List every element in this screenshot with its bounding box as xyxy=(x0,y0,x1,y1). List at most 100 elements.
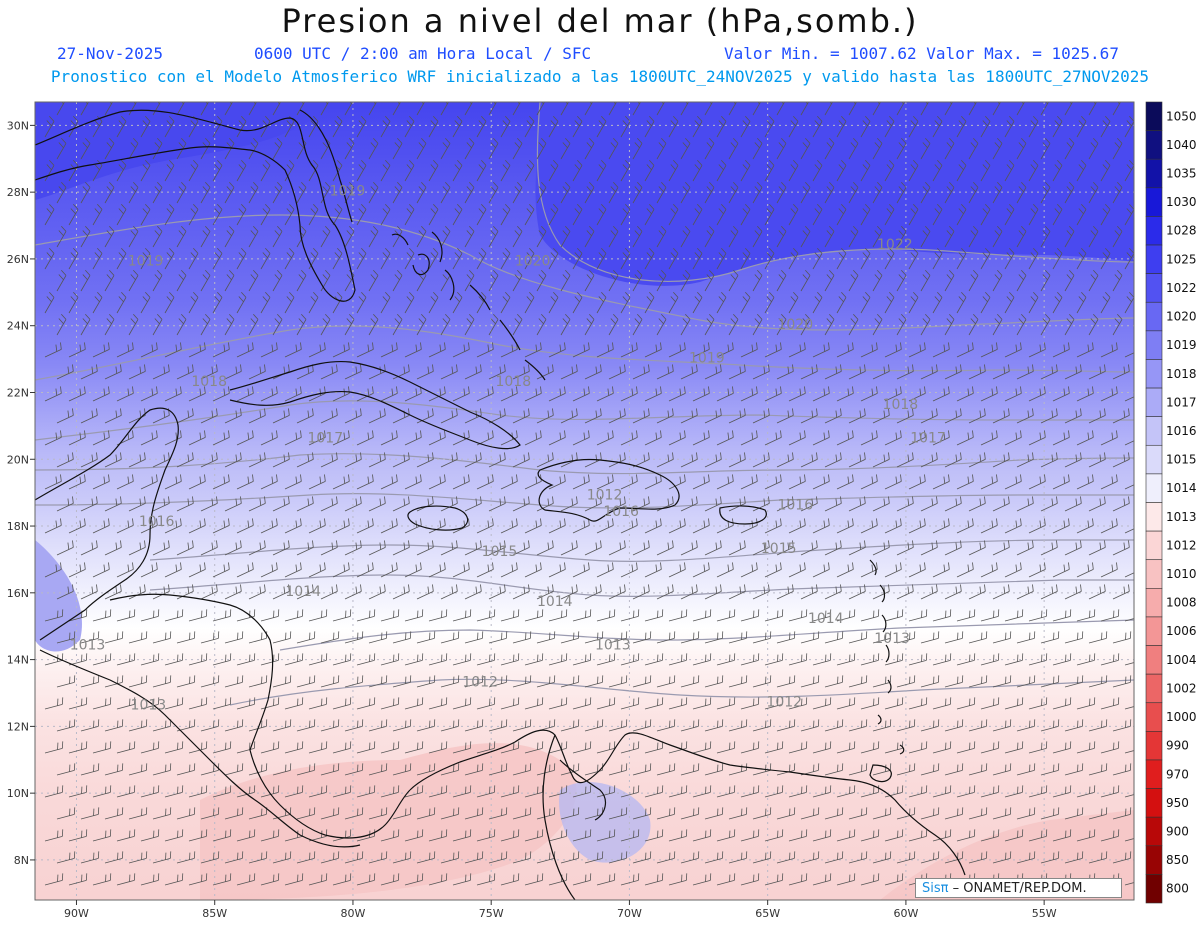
wind-barb xyxy=(896,313,907,336)
wind-barb xyxy=(476,562,494,578)
wind-barb xyxy=(572,474,590,490)
wind-barb xyxy=(1040,851,1060,864)
wind-barb xyxy=(716,247,727,270)
wind-barb xyxy=(296,631,316,644)
wind-barb xyxy=(44,159,55,182)
wind-barb xyxy=(956,430,974,446)
wind-barb xyxy=(752,584,770,600)
wind-barb xyxy=(392,631,412,644)
wind-barb xyxy=(716,873,736,886)
wind-barb xyxy=(1076,785,1096,798)
wind-barb xyxy=(416,225,427,248)
wind-barb xyxy=(1112,763,1132,776)
wind-barb xyxy=(860,829,880,842)
wind-barb xyxy=(104,364,122,380)
wind-barb xyxy=(200,584,218,600)
legend-label: 1016 xyxy=(1166,424,1197,438)
longitude-axis: 90W 85W 80W 75W 70W 65W 60W 55W xyxy=(64,900,1057,920)
wind-barb xyxy=(308,430,326,446)
wind-barb xyxy=(140,386,158,402)
wind-barb xyxy=(608,631,628,644)
wind-barb xyxy=(824,269,835,292)
wind-barb xyxy=(104,807,124,820)
wind-barb xyxy=(284,159,295,182)
wind-barb xyxy=(356,609,376,622)
wind-barb xyxy=(524,518,542,534)
wind-barb xyxy=(884,829,904,842)
wind-barb xyxy=(596,697,616,710)
wind-barb xyxy=(500,203,511,226)
wind-barb xyxy=(236,741,256,754)
wind-barb xyxy=(200,452,218,468)
wind-barb xyxy=(548,785,568,798)
wind-barb xyxy=(92,741,112,754)
wind-barb xyxy=(92,247,103,270)
wind-barb xyxy=(212,518,230,534)
wind-barb xyxy=(416,807,436,820)
wind-barb xyxy=(512,364,530,380)
legend-swatch xyxy=(1145,273,1163,303)
wind-barb xyxy=(1124,203,1134,226)
legend-swatch xyxy=(1145,845,1163,875)
wind-barb xyxy=(164,873,184,886)
wind-barb xyxy=(704,496,722,512)
wind-barb xyxy=(536,631,556,644)
wind-barb xyxy=(44,430,62,446)
wind-barb xyxy=(356,247,367,270)
wind-barb xyxy=(104,181,115,204)
wind-barb xyxy=(104,540,122,556)
wind-barb xyxy=(152,675,172,688)
wind-barb xyxy=(596,562,614,578)
wind-barb xyxy=(968,225,979,248)
wind-barb xyxy=(488,496,506,512)
wind-barb xyxy=(236,873,256,886)
wind-barb xyxy=(872,225,883,248)
lat-tick-label: 18N xyxy=(7,520,29,533)
wind-barb xyxy=(788,741,808,754)
wind-barb xyxy=(572,741,592,754)
wind-barb xyxy=(932,291,943,314)
wind-barb xyxy=(44,115,55,138)
wind-barb xyxy=(872,452,890,468)
wind-barb xyxy=(332,829,352,842)
wind-barb xyxy=(140,430,158,446)
wind-barb xyxy=(920,225,931,248)
wind-barb xyxy=(380,203,391,226)
wind-barb xyxy=(848,313,859,336)
wind-barb xyxy=(440,313,451,336)
wind-barb xyxy=(1088,719,1108,732)
wind-barb xyxy=(596,518,614,534)
wind-barb xyxy=(356,697,376,710)
wind-barb xyxy=(644,291,655,314)
wind-barb xyxy=(800,540,818,556)
wind-barb xyxy=(488,452,506,468)
wind-barb xyxy=(452,609,472,622)
legend-swatch xyxy=(1145,673,1163,704)
legend-swatch xyxy=(1145,502,1163,532)
wind-barb xyxy=(596,291,607,314)
wind-barb xyxy=(668,386,686,402)
wind-barb xyxy=(836,653,856,666)
wind-barb xyxy=(980,159,991,182)
wind-barb xyxy=(128,631,148,644)
wind-barb xyxy=(608,408,626,424)
wind-barb xyxy=(692,115,703,138)
wind-barb xyxy=(236,342,254,358)
wind-barb xyxy=(716,785,736,798)
wind-barb xyxy=(740,247,751,270)
wind-barb xyxy=(44,609,64,622)
wind-barb xyxy=(536,181,547,204)
wind-barb xyxy=(1016,540,1034,556)
wind-barb xyxy=(260,474,278,490)
wind-barb xyxy=(980,653,1000,666)
wind-barb xyxy=(1124,115,1134,138)
wind-barb xyxy=(788,430,806,446)
wind-barb xyxy=(44,386,62,402)
wind-barb xyxy=(140,741,160,754)
wind-barb xyxy=(776,364,794,380)
wind-barb xyxy=(320,631,340,644)
wind-barb xyxy=(284,562,302,578)
wind-barb xyxy=(596,159,607,182)
wind-barb xyxy=(1124,247,1134,270)
wind-barb xyxy=(1028,203,1039,226)
